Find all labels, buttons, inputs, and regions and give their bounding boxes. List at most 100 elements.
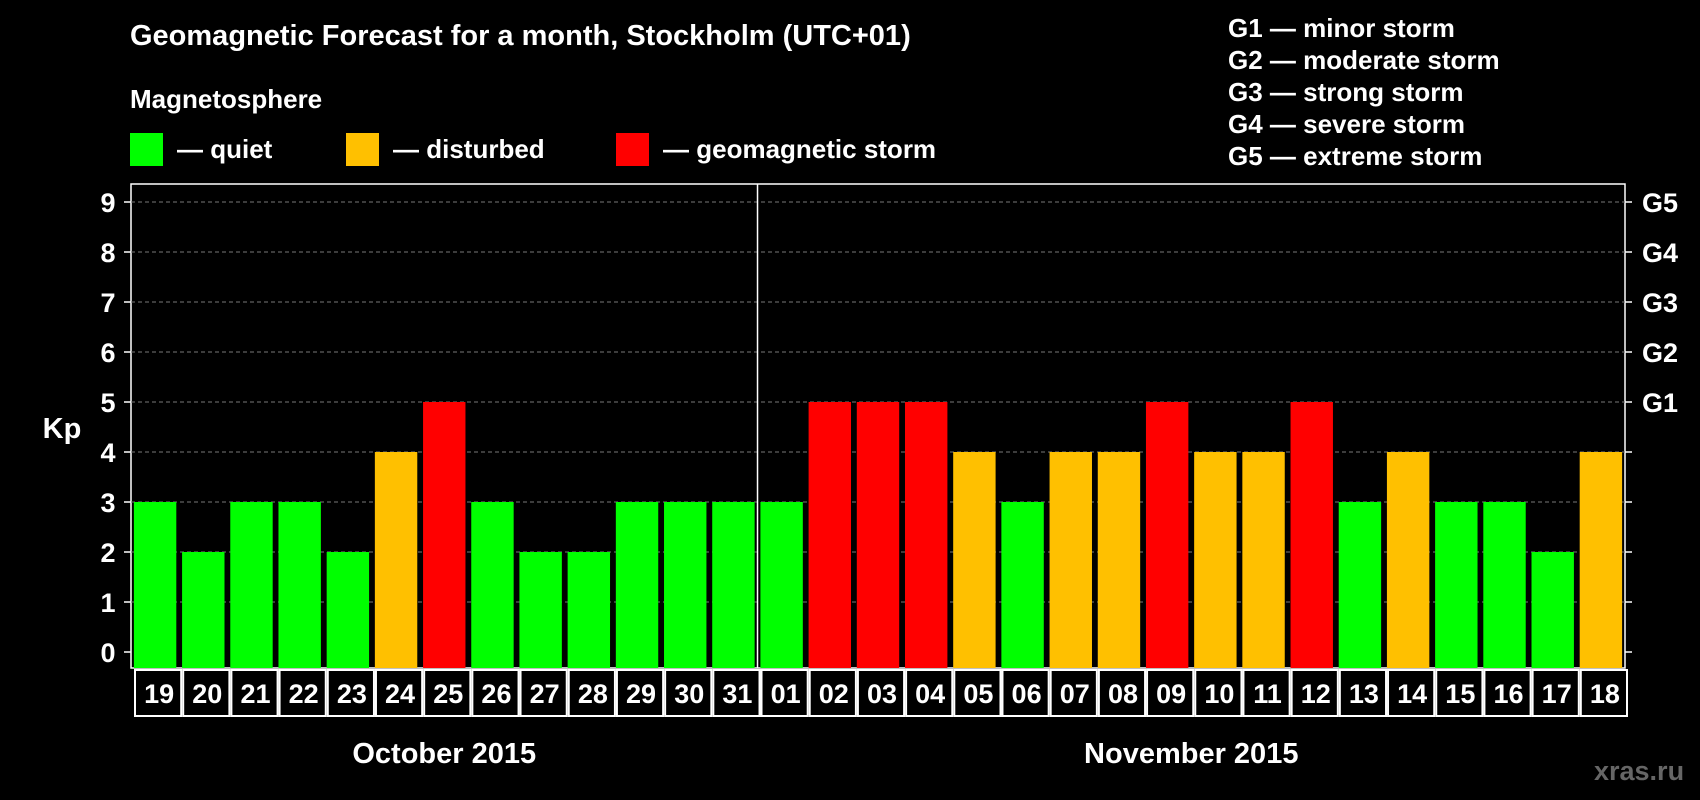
g-legend-item: G1 — minor storm bbox=[1228, 13, 1455, 43]
bar-12 bbox=[1290, 402, 1333, 668]
y-tick-label: 9 bbox=[100, 188, 115, 218]
date-box bbox=[374, 669, 424, 717]
bar-28 bbox=[567, 552, 611, 668]
date-box bbox=[230, 669, 279, 717]
legend-item-storm: — geomagnetic storm bbox=[616, 132, 936, 166]
bar-19 bbox=[133, 502, 177, 668]
date-box bbox=[856, 669, 906, 717]
x-tick-label: 17 bbox=[1542, 679, 1572, 709]
y-tick-label: 6 bbox=[100, 338, 115, 368]
x-tick-label: 23 bbox=[337, 679, 367, 709]
x-tick-label: 30 bbox=[674, 679, 704, 709]
bar-26 bbox=[471, 502, 514, 668]
legend-swatch-quiet bbox=[130, 132, 163, 166]
bar-03 bbox=[856, 402, 900, 668]
bar-17 bbox=[1531, 552, 1574, 668]
date-box bbox=[808, 669, 857, 717]
legend-item-quiet: — quiet bbox=[130, 132, 272, 166]
date-box bbox=[760, 669, 809, 717]
g-axis-label: G1 bbox=[1642, 388, 1678, 418]
x-tick-label: 28 bbox=[578, 679, 608, 709]
x-tick-label: 06 bbox=[1012, 679, 1042, 709]
date-box bbox=[567, 669, 616, 717]
x-tick-label: 14 bbox=[1397, 679, 1427, 709]
date-box bbox=[471, 669, 520, 717]
y-tick-label: 5 bbox=[100, 388, 115, 418]
date-box bbox=[519, 669, 568, 717]
bar-09 bbox=[1145, 402, 1189, 668]
x-tick-label: 31 bbox=[722, 679, 752, 709]
bar-18 bbox=[1579, 452, 1623, 668]
x-tick-label: 25 bbox=[433, 679, 463, 709]
date-box bbox=[1483, 669, 1532, 717]
x-tick-label: 09 bbox=[1156, 679, 1186, 709]
x-tick-label: 27 bbox=[530, 679, 560, 709]
bar-05 bbox=[953, 452, 996, 668]
date-box bbox=[1146, 669, 1195, 717]
x-tick-label: 13 bbox=[1349, 679, 1379, 709]
date-box bbox=[1290, 669, 1339, 717]
bar-25 bbox=[423, 402, 466, 668]
bar-30 bbox=[664, 502, 707, 668]
x-tick-label: 21 bbox=[240, 679, 270, 709]
bar-11 bbox=[1242, 452, 1285, 668]
month-label: October 2015 bbox=[352, 738, 536, 770]
date-box bbox=[712, 669, 761, 717]
x-tick-label: 15 bbox=[1445, 679, 1475, 709]
date-box bbox=[664, 669, 713, 717]
g-axis-label: G2 bbox=[1642, 338, 1678, 368]
month-label: November 2015 bbox=[1084, 738, 1298, 770]
x-tick-label: 20 bbox=[192, 679, 222, 709]
g-legend-item: G2 — moderate storm bbox=[1228, 45, 1500, 75]
y-tick-label: 2 bbox=[100, 538, 115, 568]
x-tick-label: 01 bbox=[771, 679, 801, 709]
y-tick-label: 0 bbox=[100, 638, 115, 668]
bar-16 bbox=[1483, 502, 1526, 668]
bar-29 bbox=[615, 502, 659, 668]
x-tick-label: 05 bbox=[963, 679, 993, 709]
bar-07 bbox=[1049, 452, 1092, 668]
date-box bbox=[953, 669, 1002, 717]
date-box bbox=[905, 669, 954, 717]
legend-label-storm: — geomagnetic storm bbox=[663, 133, 937, 164]
bar-08 bbox=[1097, 452, 1141, 668]
bar-10 bbox=[1194, 452, 1237, 668]
bar-24 bbox=[374, 452, 418, 668]
y-tick-label: 7 bbox=[100, 288, 115, 318]
date-box bbox=[1049, 669, 1098, 717]
bar-04 bbox=[904, 402, 948, 668]
date-box bbox=[423, 669, 472, 717]
date-box bbox=[134, 669, 183, 717]
watermark: xras.ru bbox=[1594, 756, 1685, 786]
date-box bbox=[1194, 669, 1243, 717]
y-axis-label: Kp bbox=[43, 413, 82, 445]
y-tick-label: 8 bbox=[100, 238, 115, 268]
x-tick-label: 26 bbox=[481, 679, 511, 709]
date-box bbox=[326, 669, 375, 717]
g-legend-item: G5 — extreme storm bbox=[1228, 141, 1483, 171]
x-tick-label: 08 bbox=[1108, 679, 1138, 709]
date-box bbox=[1531, 669, 1580, 717]
date-box bbox=[1387, 669, 1436, 717]
x-tick-label: 16 bbox=[1493, 679, 1523, 709]
x-tick-label: 24 bbox=[385, 679, 415, 709]
x-tick-label: 07 bbox=[1060, 679, 1090, 709]
date-box bbox=[182, 669, 231, 717]
x-tick-label: 04 bbox=[915, 679, 945, 709]
bar-27 bbox=[519, 552, 562, 668]
bar-14 bbox=[1386, 452, 1430, 668]
g-axis-label: G3 bbox=[1642, 288, 1678, 318]
x-tick-label: 12 bbox=[1301, 679, 1331, 709]
date-box bbox=[278, 669, 327, 717]
bar-13 bbox=[1338, 502, 1382, 668]
bar-02 bbox=[808, 402, 852, 668]
legend-label-disturbed: — disturbed bbox=[393, 133, 545, 164]
legend-label-quiet: — quiet bbox=[177, 133, 273, 164]
g-axis-label: G4 bbox=[1642, 238, 1678, 268]
g-axis-label: G5 bbox=[1642, 188, 1678, 218]
y-tick-label: 4 bbox=[100, 438, 115, 468]
x-tick-label: 10 bbox=[1204, 679, 1234, 709]
bar-21 bbox=[230, 502, 273, 668]
x-tick-label: 11 bbox=[1253, 679, 1282, 709]
